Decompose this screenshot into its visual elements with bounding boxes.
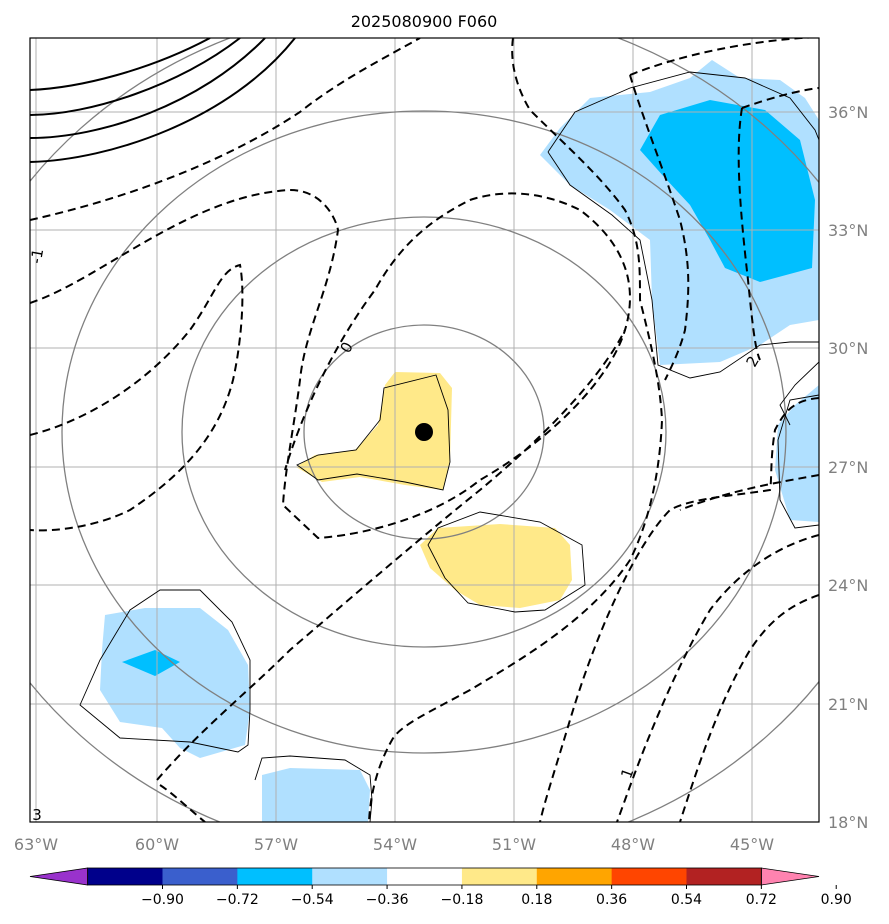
y-tick-label: 18°N — [828, 813, 868, 832]
y-axis-labels: 36°N 33°N 30°N 27°N 24°N 21°N 18°N — [828, 103, 868, 832]
colorbar-segment — [611, 868, 688, 885]
x-tick-label: 60°W — [135, 835, 179, 854]
y-tick-label: 27°N — [828, 458, 868, 477]
chart-title: 2025080900 F060 — [351, 12, 498, 31]
fill-yellow-center — [296, 372, 452, 490]
thin-contour-ne-2 — [547, 151, 819, 379]
shaded-fields — [100, 60, 819, 822]
colorbar-segment — [686, 868, 762, 885]
contour-label-1: 1 — [617, 766, 637, 781]
x-tick-label: 63°W — [14, 835, 58, 854]
fill-light-blue-east-edge — [775, 385, 819, 522]
thin-contour-south — [427, 511, 586, 613]
contour-label-3: 3 — [32, 806, 42, 824]
colorbar-tick-label: 0.54 — [671, 892, 702, 908]
x-tick-label: 54°W — [373, 835, 417, 854]
colorbar-frame — [87, 867, 762, 886]
colorbar-extend-high — [760, 867, 820, 886]
colorbar-segment — [87, 868, 163, 885]
colorbar-tick-label: −0.54 — [291, 892, 334, 908]
x-axis-labels: 63°W 60°W 57°W 54°W 51°W 48°W 45°W — [14, 835, 774, 854]
contour-label-2: 2 — [742, 353, 762, 370]
colorbar-segment — [536, 868, 613, 885]
y-tick-label: 24°N — [828, 576, 868, 595]
colorbar-tick-label: 0.90 — [821, 892, 852, 908]
storm-center-marker — [415, 423, 433, 441]
x-tick-label: 45°W — [730, 835, 774, 854]
colorbar-tick-label: −0.18 — [440, 892, 483, 908]
x-tick-label: 57°W — [254, 835, 298, 854]
y-tick-label: 36°N — [828, 103, 868, 122]
thin-contour-east-2 — [777, 394, 819, 529]
x-tick-label: 48°W — [611, 835, 655, 854]
contour-label-0: 0 — [336, 339, 356, 356]
fill-light-blue-sw — [100, 608, 250, 758]
y-tick-label: 33°N — [828, 221, 868, 240]
fill-yellow-south — [420, 524, 572, 608]
solid-contours — [30, 38, 296, 163]
colorbar-extend-low — [29, 867, 89, 886]
colorbar-segment — [312, 868, 388, 885]
colorbar-tick-label: 0.36 — [596, 892, 627, 908]
colorbar-tick-label: 0.18 — [521, 892, 552, 908]
x-tick-label: 51°W — [492, 835, 536, 854]
y-tick-label: 21°N — [828, 695, 868, 714]
map-frame — [29, 37, 820, 823]
graticule — [30, 38, 819, 822]
thin-contour-ne — [547, 71, 819, 153]
colorbar-tick-label: 0.72 — [746, 892, 777, 908]
contour-labels: -1 0 2 1 3 — [27, 247, 763, 824]
colorbar-segment — [162, 868, 238, 885]
y-tick-label: 30°N — [828, 339, 868, 358]
fill-blue-ne — [640, 100, 815, 282]
contour-label-neg1: -1 — [27, 247, 47, 265]
colorbar-tick-label: −0.72 — [216, 892, 259, 908]
colorbar-tick-label: −0.90 — [141, 892, 184, 908]
fill-light-blue-south — [262, 768, 370, 822]
map-area: -1 0 2 1 3 — [27, 38, 819, 824]
colorbar-tick-label: −0.36 — [366, 892, 409, 908]
thin-contour-center — [296, 374, 451, 491]
colorbar-segment — [461, 868, 538, 885]
colorbar-segment — [237, 868, 313, 885]
thin-contour-sw — [79, 589, 251, 753]
dashed-contours — [30, 38, 819, 822]
colorbar-segment — [387, 868, 463, 885]
colorbar: −0.90 −0.72 −0.54 −0.36 −0.18 0.18 0.36 0.54 0.7… — [29, 867, 852, 908]
